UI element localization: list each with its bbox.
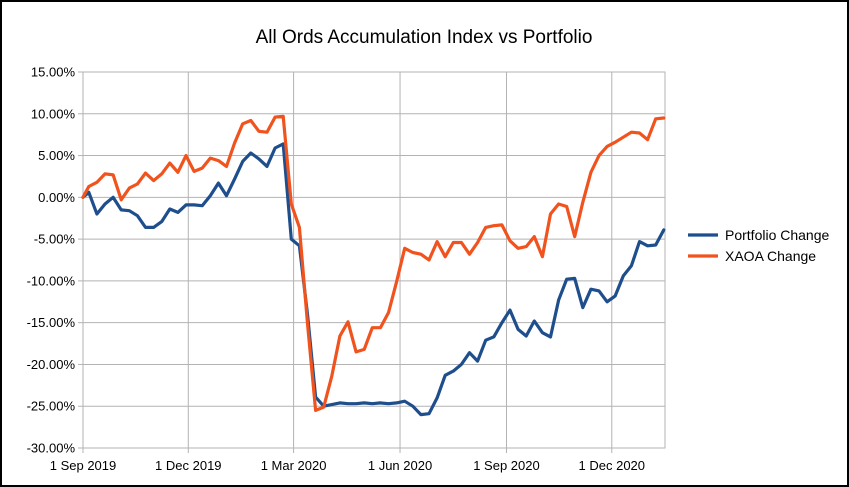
y-tick-label: 0.00% <box>38 190 75 205</box>
series-line-1 <box>81 114 666 412</box>
x-tick-label: 1 Sep 2019 <box>50 458 117 473</box>
y-tick-label: -15.00% <box>27 315 76 330</box>
y-tick-label: -30.00% <box>27 441 76 456</box>
y-tick-label: -10.00% <box>27 273 76 288</box>
x-tick-label: 1 Dec 2020 <box>579 458 646 473</box>
y-tick-label: 10.00% <box>31 106 76 121</box>
y-axis-ticks: 15.00% 10.00% 5.00% 0.00% -5.00% -10.00% -15.0… <box>27 65 83 456</box>
x-tick-label: 1 Dec 2019 <box>155 458 222 473</box>
legend-label: Portfolio Change <box>725 227 830 243</box>
y-tick-label: 15.00% <box>31 65 76 80</box>
x-axis-ticks: 1 Sep 2019 1 Dec 2019 1 Mar 2020 1 Jun 2020… <box>50 448 645 473</box>
series-line-0 <box>81 142 666 417</box>
legend: Portfolio Change XAOA Change <box>688 227 830 264</box>
y-tick-label: -5.00% <box>34 232 76 247</box>
legend-label: XAOA Change <box>725 248 816 264</box>
series-lines <box>81 114 666 417</box>
x-tick-label: 1 Jun 2020 <box>368 458 432 473</box>
x-tick-label: 1 Mar 2020 <box>261 458 327 473</box>
chart-title: All Ords Accumulation Index vs Portfolio <box>256 27 593 48</box>
gridlines <box>82 71 666 449</box>
x-tick-label: 1 Sep 2020 <box>473 458 540 473</box>
y-tick-label: -20.00% <box>27 357 76 372</box>
y-tick-label: 5.00% <box>38 148 75 163</box>
y-tick-label: -25.00% <box>27 399 76 414</box>
plot-area <box>82 71 666 449</box>
